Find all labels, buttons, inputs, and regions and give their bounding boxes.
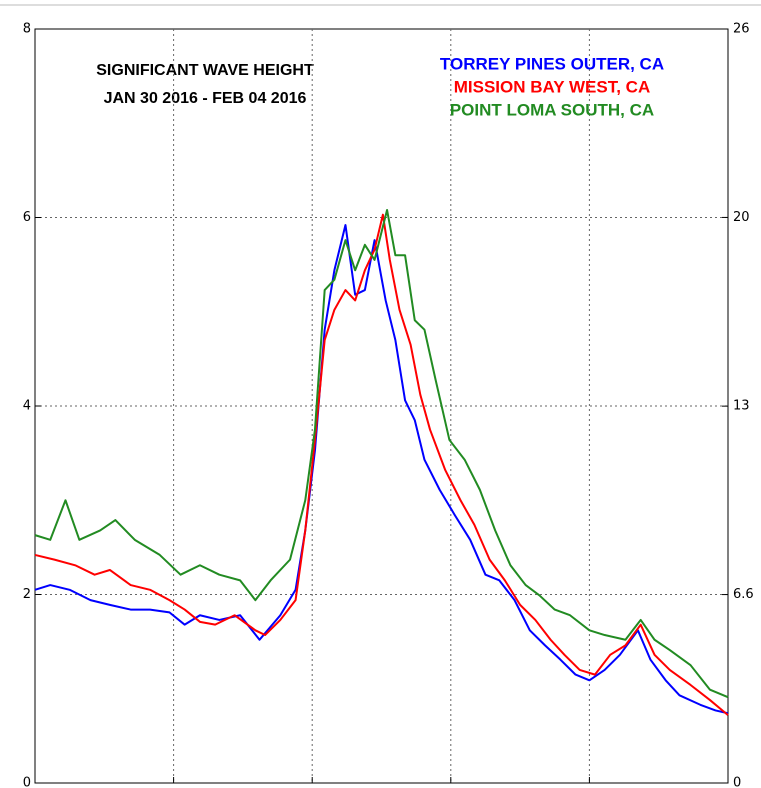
legend-entry: POINT LOMA SOUTH, CA xyxy=(450,100,654,119)
y-tick-label: 4 xyxy=(23,399,31,414)
y-tick-label: 2 xyxy=(23,587,31,602)
y2-tick-label: 13 xyxy=(733,399,750,414)
chart-subtitle: JAN 30 2016 - FEB 04 2016 xyxy=(104,90,307,107)
y-tick-label: 8 xyxy=(23,22,31,37)
y-tick-label: 0 xyxy=(23,776,31,788)
series-line xyxy=(34,208,729,699)
legend-entry: MISSION BAY WEST, CA xyxy=(454,77,650,96)
y-tick-label: 6 xyxy=(23,210,31,225)
series-line xyxy=(34,224,729,715)
legend-entry: TORREY PINES OUTER, CA xyxy=(440,54,664,73)
y2-tick-label: 6.6 xyxy=(733,587,754,602)
series-line xyxy=(34,213,729,716)
y2-tick-label: 26 xyxy=(733,22,750,37)
chart-title: SIGNIFICANT WAVE HEIGHT xyxy=(96,62,314,79)
y2-tick-label: 0 xyxy=(733,776,741,788)
y2-tick-label: 20 xyxy=(733,210,750,225)
